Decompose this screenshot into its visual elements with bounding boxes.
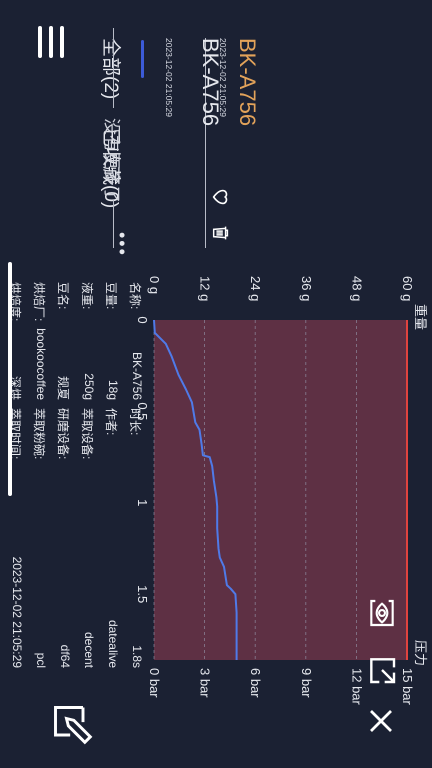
x-tick-label: 1.5	[135, 585, 150, 603]
extraction-region	[154, 320, 407, 660]
y-left-tick-label: 48 g	[349, 276, 364, 301]
no-more-text: 没有更多了	[102, 118, 121, 203]
record-card-2[interactable]: BK-A756 2023-12-02 21:05:29	[162, 38, 223, 248]
weight-series-line	[153, 319, 238, 660]
tab-active-indicator	[141, 40, 144, 78]
edit-icon[interactable]	[50, 702, 94, 746]
y-right-tick-label: 15 bar	[400, 668, 415, 706]
menu-icon[interactable]	[38, 26, 64, 58]
y-right-tick-label: 6 bar	[248, 668, 263, 698]
y-right-tick-label: 9 bar	[299, 668, 314, 698]
visibility-icon[interactable]	[366, 596, 398, 630]
info-value: pcl	[34, 652, 48, 668]
heart-icon[interactable]	[210, 186, 232, 208]
y-right-axis-title: 压力	[413, 640, 428, 666]
info-panel: 名称: BK-A756 时长: 1.8s 豆量: 18g 作者: datealive 液重: 25…	[2, 282, 152, 702]
close-icon[interactable]	[366, 706, 396, 736]
record-card-1[interactable]: BK-A756 2023-12-02 21:05:29	[182, 38, 262, 248]
record-title: BK-A756	[235, 38, 260, 127]
y-left-axis-title: 重量	[413, 304, 428, 330]
home-indicator	[8, 262, 12, 496]
x-tick-label: 0.5	[135, 402, 150, 420]
divider	[113, 200, 114, 248]
extraction-chart: 0 g 12 g 24 g 36 g 48 g 60 g 0 bar 3 bar 6 bar 9 …	[135, 276, 428, 706]
share-icon[interactable]	[366, 654, 398, 686]
record-timestamp: 2023-12-02 21:05:29	[164, 38, 174, 117]
y-left-tick-label: 36 g	[299, 276, 314, 301]
x-tick-label: 1	[135, 499, 150, 506]
info-value: df64	[58, 644, 72, 668]
info-value: decent	[82, 631, 96, 668]
divider	[113, 28, 114, 108]
y-left-tick-label: 24 g	[248, 276, 263, 301]
info-value: datealive	[106, 619, 120, 668]
y-right-tick-label: 0 bar	[147, 668, 162, 698]
y-right-tick-label: 12 bar	[349, 668, 364, 706]
record-title: BK-A756	[198, 38, 223, 127]
y-left-tick-label: 60 g	[400, 276, 415, 301]
info-value: 1.8s	[130, 645, 144, 668]
y-left-tick-label: 0 g	[147, 276, 162, 294]
more-options-icon[interactable]: •••	[112, 232, 132, 257]
y-left-tick-label: 12 g	[198, 276, 213, 301]
x-tick-label: 0	[135, 316, 150, 323]
info-value: 2023-12-02 21:05:29	[10, 556, 24, 668]
y-right-tick-label: 3 bar	[198, 668, 213, 698]
trash-icon[interactable]	[210, 222, 232, 244]
